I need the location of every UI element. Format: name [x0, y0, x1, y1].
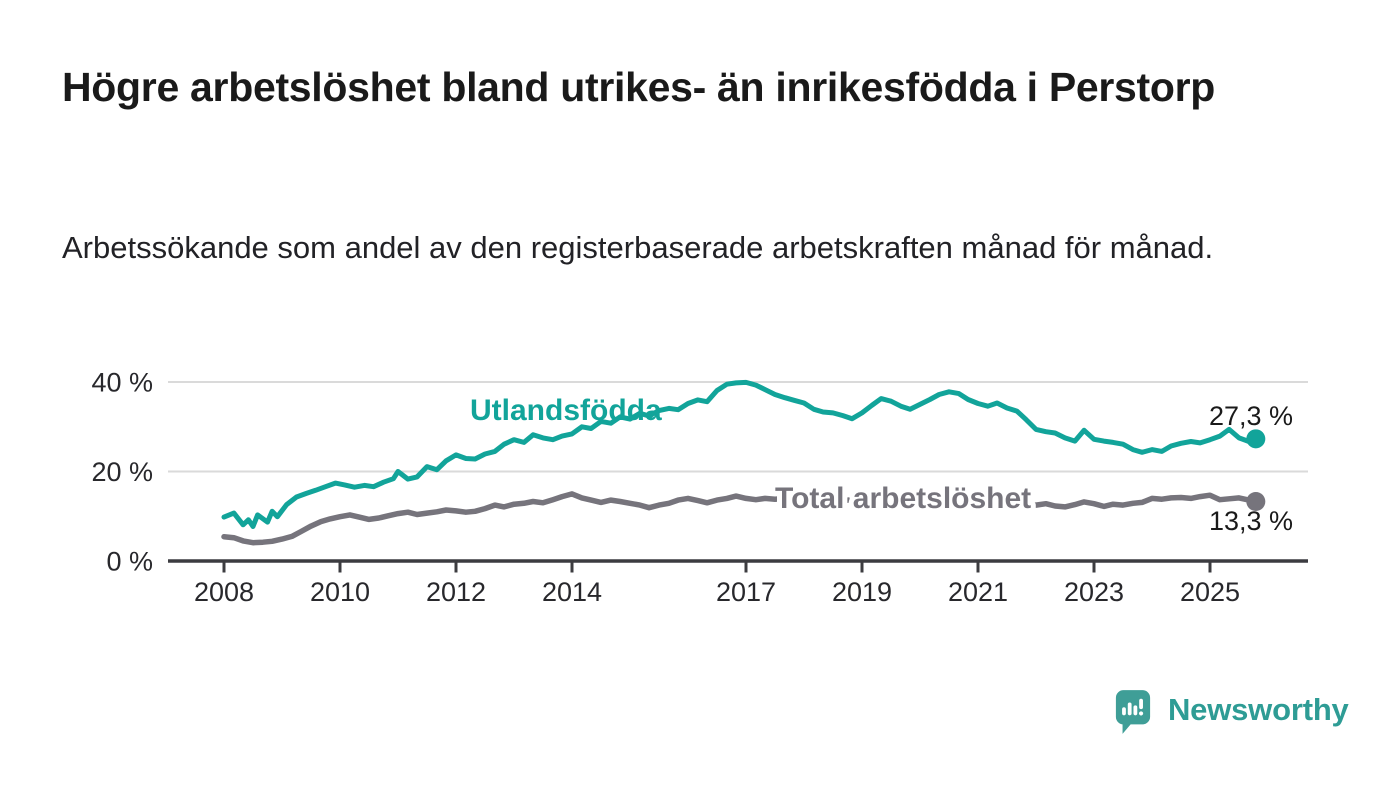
series-end-value-label: 27,3 %: [1209, 401, 1293, 431]
series-label: Total arbetslöshet: [775, 482, 1031, 515]
series-end-dot: [1246, 491, 1266, 511]
x-axis-tick-label: 2023: [1064, 577, 1124, 607]
newsworthy-bubble-icon: [1115, 690, 1151, 734]
x-axis-tick-label: 2019: [832, 577, 892, 607]
y-axis-tick-label: 40 %: [91, 368, 153, 398]
x-axis-tick-label: 2008: [194, 577, 254, 607]
line-chart: 0 % 20 % 40 % 2008 2010 2012 2014 2017 2019 2021 2…: [91, 368, 1308, 607]
x-axis-tick-label: 2017: [716, 577, 776, 607]
bar-chart-glyph: [1122, 698, 1144, 716]
y-axis-tick-label: 20 %: [91, 457, 153, 487]
x-axis-tick-label: 2014: [542, 577, 602, 607]
newsworthy-logo[interactable]: Newsworthy: [1114, 688, 1349, 736]
x-axis-tick-label: 2010: [310, 577, 370, 607]
series-line-total: [221, 491, 1259, 546]
series-label: Utlandsfödda: [470, 394, 662, 427]
x-axis-tick-label: 2021: [948, 577, 1008, 607]
x-axis-tick-label: 2012: [426, 577, 486, 607]
newsworthy-logo-text: Newsworthy: [1168, 692, 1349, 727]
page-title: Högre arbetslöshet bland utrikes- än inr…: [62, 64, 1216, 110]
x-axis-tick-label: 2025: [1180, 577, 1240, 607]
series-end-value-label: 13,3 %: [1209, 506, 1293, 536]
series-line-utlandsfodda: [221, 379, 1259, 529]
series-end-dot: [1246, 429, 1266, 449]
y-axis-tick-label: 0 %: [106, 547, 153, 577]
chart-subtitle: Arbetssökande som andel av den registerb…: [62, 230, 1214, 265]
